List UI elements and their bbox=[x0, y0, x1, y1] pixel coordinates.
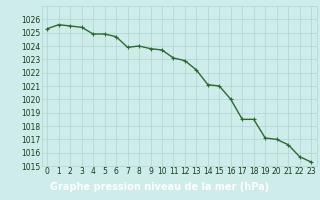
Text: Graphe pression niveau de la mer (hPa): Graphe pression niveau de la mer (hPa) bbox=[51, 182, 269, 192]
